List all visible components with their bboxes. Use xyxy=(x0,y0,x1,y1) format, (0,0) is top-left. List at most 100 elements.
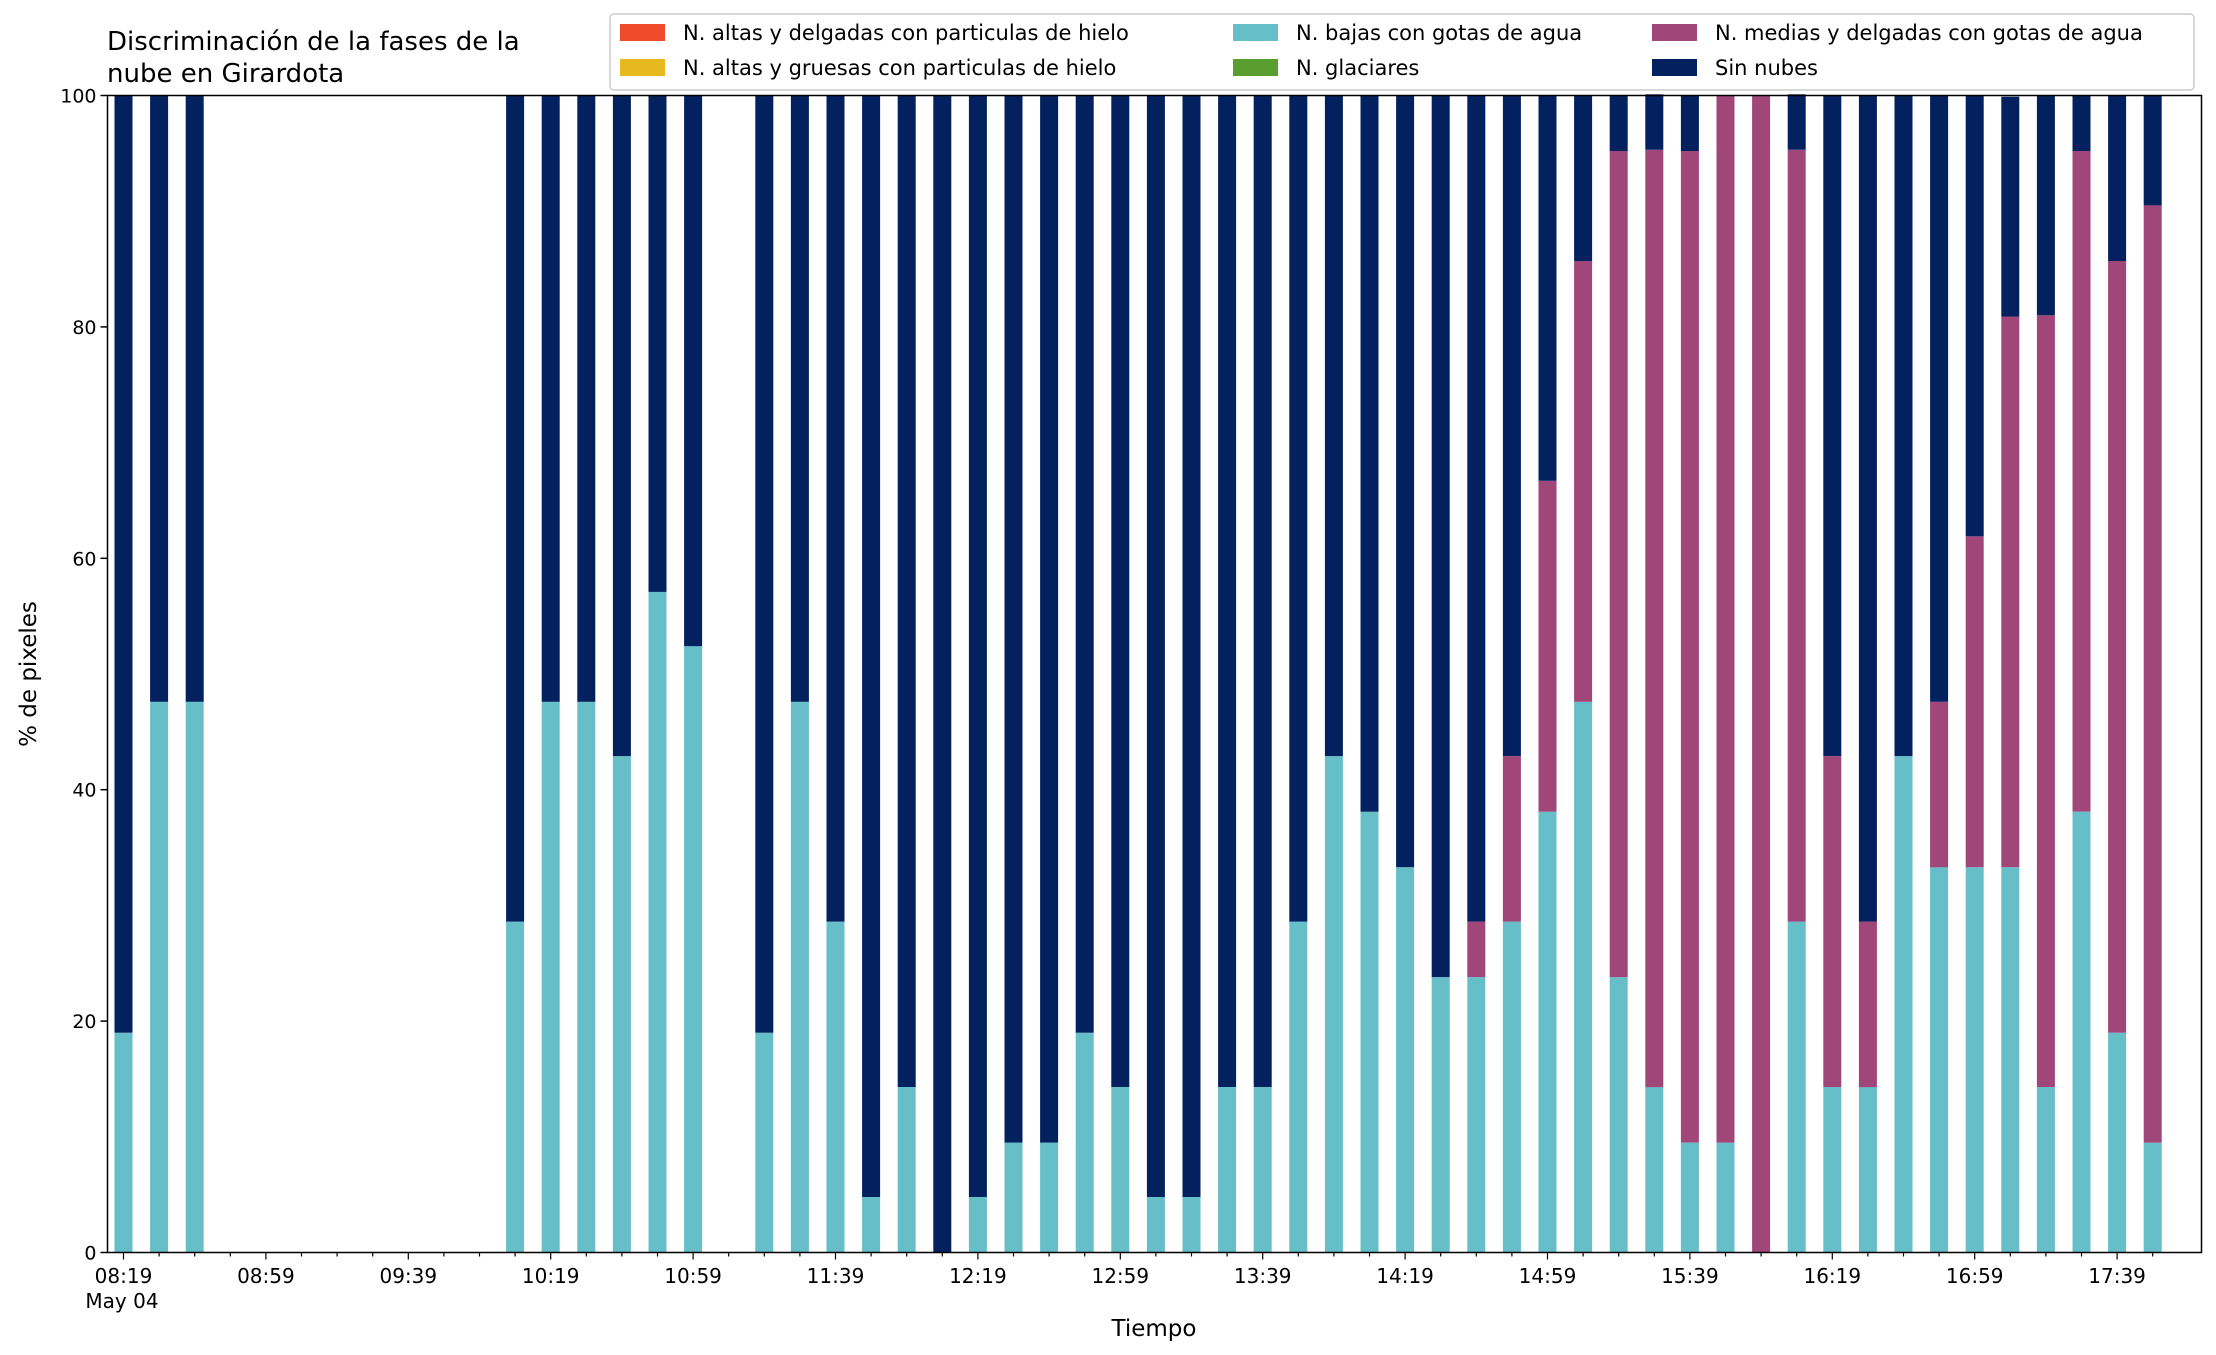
x-tick-label: 09:39 xyxy=(379,1264,437,1288)
x-tick-label: 11:39 xyxy=(807,1264,865,1288)
bar-segment-slot52-series4 xyxy=(1965,536,1984,868)
bar-segment-slot31-series5 xyxy=(1218,95,1237,1087)
bar-segment-slot53-series4 xyxy=(2001,316,2020,868)
y-tick-label: 100 xyxy=(60,86,96,108)
bar-segment-slot39-series4 xyxy=(1502,756,1521,922)
bar-segment-slot57-series4 xyxy=(2143,205,2162,1143)
bar-segment-slot20-series2 xyxy=(826,921,845,1253)
legend-swatch xyxy=(620,59,665,76)
bar-segment-slot41-series5 xyxy=(1574,95,1593,261)
y-tick-label: 60 xyxy=(72,548,96,570)
x-tick-label: 10:59 xyxy=(664,1264,722,1288)
bar-segment-slot28-series5 xyxy=(1111,95,1130,1087)
bar-segment-slot22-series5 xyxy=(897,95,916,1087)
bar-segment-slot47-series5 xyxy=(1787,94,1806,150)
bar-segment-slot39-series2 xyxy=(1502,921,1521,1253)
bar-segment-slot48-series5 xyxy=(1823,95,1842,757)
bar-segment-slot49-series4 xyxy=(1858,921,1877,1088)
bar-segment-slot27-series2 xyxy=(1075,1032,1094,1253)
legend-label: N. medias y delgadas con gotas de agua xyxy=(1715,21,2143,45)
bar-segment-slot54-series4 xyxy=(2036,315,2055,1087)
bar-segment-slot16-series2 xyxy=(684,646,703,1253)
legend: N. altas y delgadas con particulas de hi… xyxy=(609,13,2195,91)
x-tick-label: 08:19 xyxy=(95,1264,153,1288)
bar-segment-slot26-series2 xyxy=(1040,1142,1059,1253)
bar-segment-slot25-series2 xyxy=(1004,1142,1023,1253)
bar-segment-slot26-series5 xyxy=(1040,95,1059,1143)
bar-segment-slot22-series2 xyxy=(897,1087,916,1253)
bar-segment-slot47-series4 xyxy=(1787,149,1806,922)
bar-segment-slot41-series2 xyxy=(1574,701,1593,1253)
bar-segment-slot34-series2 xyxy=(1324,756,1343,1253)
bar-segment-slot48-series4 xyxy=(1823,756,1842,1087)
bar-segment-slot15-series2 xyxy=(648,591,667,1253)
bar-segment-slot18-series5 xyxy=(755,95,774,1033)
bar-segment-slot19-series5 xyxy=(790,95,809,702)
x-tick-label: 17:39 xyxy=(2088,1264,2146,1288)
legend-label: Sin nubes xyxy=(1715,56,1818,80)
bar-segment-slot35-series5 xyxy=(1360,95,1379,812)
bar-segment-slot38-series5 xyxy=(1467,95,1486,922)
bar-segment-slot49-series5 xyxy=(1858,95,1877,922)
bar-segment-slot51-series5 xyxy=(1930,95,1949,702)
bar-segment-slot44-series4 xyxy=(1680,151,1699,1143)
bar-segment-slot30-series2 xyxy=(1182,1197,1201,1253)
bar-segment-slot11-series2 xyxy=(506,921,525,1253)
x-tick-label: 13:39 xyxy=(1234,1264,1292,1288)
bar-segment-slot54-series2 xyxy=(2036,1087,2055,1253)
bar-segment-slot50-series2 xyxy=(1894,756,1913,1253)
bar-segment-slot42-series4 xyxy=(1609,151,1628,978)
x-tick-label: 16:59 xyxy=(1946,1264,2004,1288)
bar-segment-slot54-series5 xyxy=(2036,95,2055,316)
bar-segment-slot24-series5 xyxy=(968,95,987,1197)
bar-segment-slot23-series5 xyxy=(933,95,952,1253)
bar-segment-slot43-series5 xyxy=(1645,94,1664,150)
bar-segment-slot43-series2 xyxy=(1645,1087,1664,1253)
bar-segment-slot0-series5 xyxy=(114,95,133,1033)
bar-segment-slot29-series5 xyxy=(1146,95,1165,1197)
bar-segment-slot2-series5 xyxy=(185,95,204,702)
bar-segment-slot36-series5 xyxy=(1396,95,1415,868)
bar-segment-slot42-series5 xyxy=(1609,95,1628,151)
bar-segment-slot44-series2 xyxy=(1680,1142,1699,1253)
bar-segment-slot2-series2 xyxy=(185,701,204,1253)
bar-segment-slot46-series4 xyxy=(1752,95,1771,1253)
bar-segment-slot44-series5 xyxy=(1680,95,1699,151)
bar-segment-slot39-series5 xyxy=(1502,95,1521,757)
bar-segment-slot32-series5 xyxy=(1253,95,1272,1087)
bar-segment-slot0-series2 xyxy=(114,1032,133,1253)
x-axis-date-label: May 04 xyxy=(85,1289,158,1313)
bar-segment-slot34-series5 xyxy=(1324,95,1343,757)
bar-segment-slot45-series2 xyxy=(1716,1142,1735,1253)
bar-segment-slot53-series5 xyxy=(2001,96,2020,317)
y-axis-label: % de pixeles xyxy=(16,601,42,747)
legend-frame xyxy=(609,13,2195,91)
y-axis: 0 20 40 60 80 100 xyxy=(60,86,108,1265)
bar-segment-slot52-series2 xyxy=(1965,867,1984,1253)
bar-segment-slot56-series4 xyxy=(2108,261,2127,1033)
bar-segment-slot51-series2 xyxy=(1930,867,1949,1253)
bar-segment-slot48-series2 xyxy=(1823,1087,1842,1253)
y-tick-label: 40 xyxy=(72,780,96,802)
legend-swatch xyxy=(1652,24,1697,41)
x-tick-label: 10:19 xyxy=(522,1264,580,1288)
bar-segment-slot37-series5 xyxy=(1431,95,1450,978)
bar-segment-slot49-series2 xyxy=(1858,1087,1877,1253)
bar-segment-slot14-series2 xyxy=(612,756,631,1253)
legend-swatch xyxy=(1233,59,1278,76)
legend-swatch xyxy=(1652,59,1697,76)
x-axis: 08:19 08:59 09:39 10:19 10:59 11:39 12:19 12:59… xyxy=(95,1252,2154,1288)
x-tick-label: 12:59 xyxy=(1091,1264,1149,1288)
bar-segment-slot52-series5 xyxy=(1965,95,1984,537)
bar-segment-slot37-series2 xyxy=(1431,977,1450,1253)
bar-segment-slot55-series5 xyxy=(2072,95,2091,151)
bar-segment-slot55-series2 xyxy=(2072,811,2091,1253)
bar-segment-slot11-series5 xyxy=(506,95,525,922)
bar-segment-slot33-series2 xyxy=(1289,921,1308,1253)
bar-segment-slot36-series2 xyxy=(1396,867,1415,1253)
x-tick-label: 14:19 xyxy=(1376,1264,1434,1288)
legend-label: N. altas y gruesas con particulas de hie… xyxy=(683,56,1116,80)
x-tick-label: 12:19 xyxy=(949,1264,1007,1288)
bar-segment-slot31-series2 xyxy=(1218,1087,1237,1253)
